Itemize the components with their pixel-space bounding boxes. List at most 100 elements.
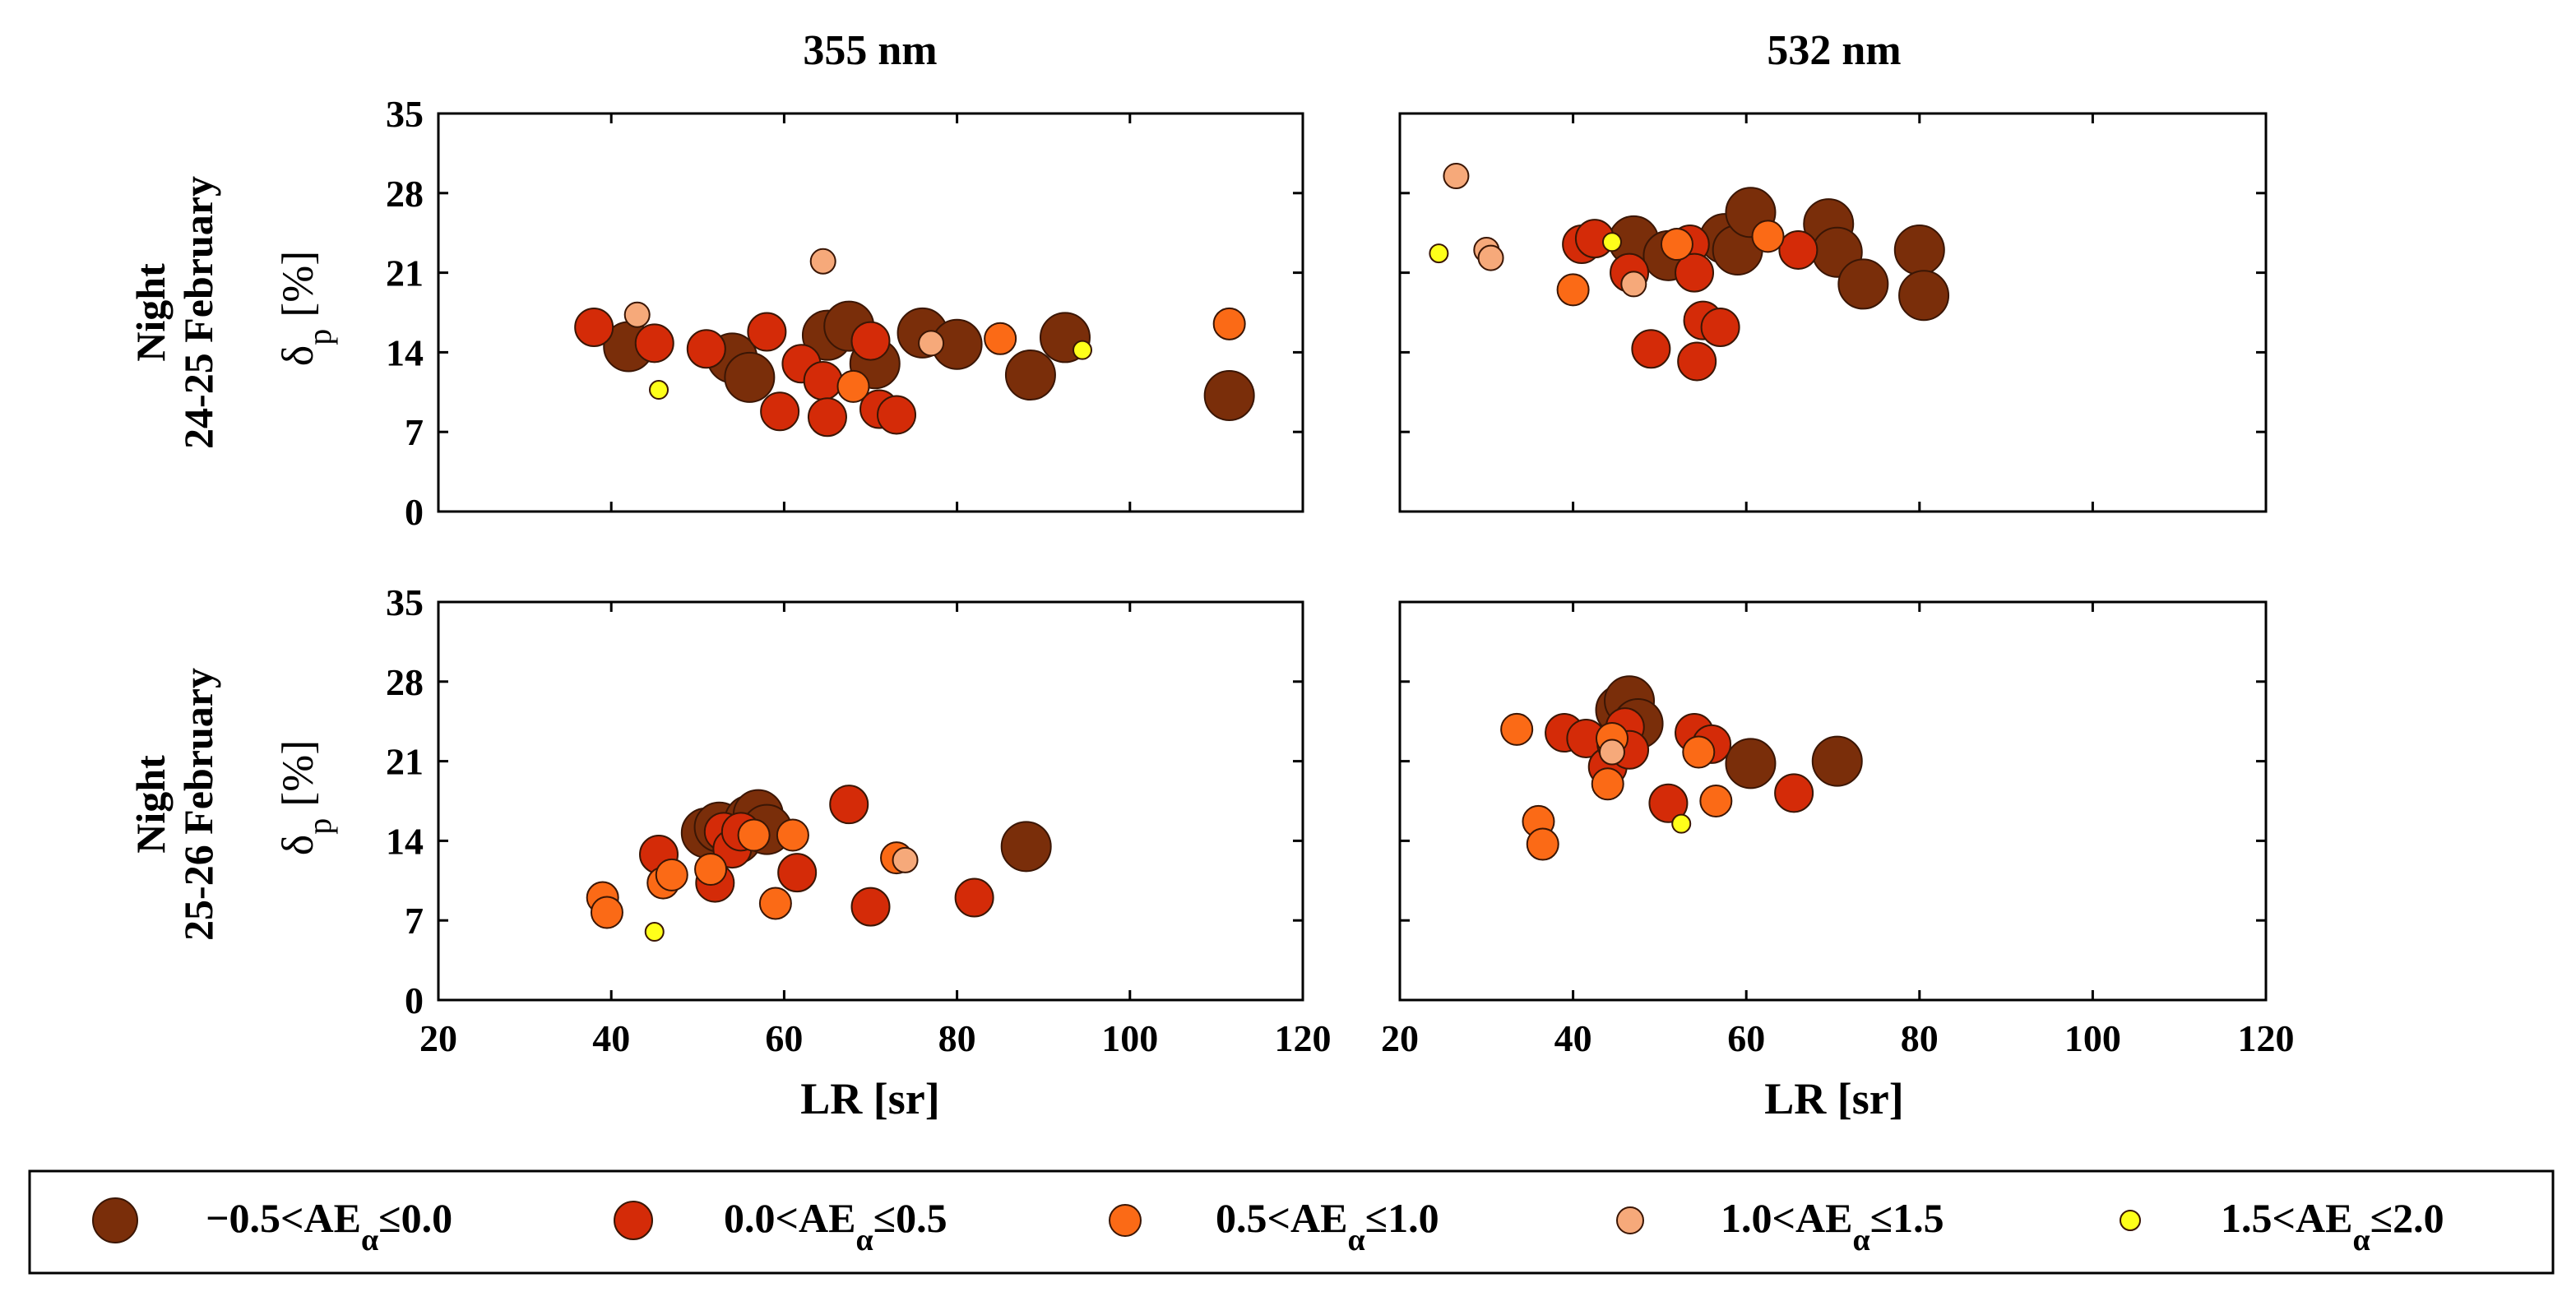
data-point-c3 (694, 852, 728, 886)
legend-marker (1616, 1206, 1644, 1234)
x-tick-label: 40 (1554, 1017, 1592, 1059)
legend-item-c2: 0.0<AEα≤0.5 (614, 1195, 947, 1257)
data-point-c5 (649, 380, 669, 401)
panels-layer: 0 7 14 21 28 35 0 7 14 21 28 35 20 40 60 80 100 120 20 40 60… (386, 93, 2295, 1059)
y-axis-label-top: δp [%] (273, 251, 338, 366)
data-point-c2 (1778, 229, 1818, 270)
legend-label-range: ≤0.0 (378, 1195, 452, 1241)
legend-label: −0.5<AEα≤0.0 (206, 1195, 452, 1257)
legend-item-c4: 1.0<AEα≤1.5 (1616, 1195, 1944, 1257)
data-point-c2 (686, 329, 726, 369)
legend-marker (614, 1201, 653, 1240)
data-point-c1 (1725, 738, 1777, 789)
data-point-c1 (1898, 270, 1950, 322)
y-tick-label: 14 (386, 820, 424, 862)
y-tick-label: 35 (386, 581, 424, 623)
data-point-c2 (1675, 252, 1715, 293)
plot-frame (1398, 600, 2268, 1002)
data-point-c5 (1429, 243, 1449, 264)
data-point-c5 (1671, 813, 1692, 834)
x-axis-label-532nm: LR [sr] (1764, 1074, 1903, 1123)
legend-marker (92, 1197, 138, 1243)
row-title-1: Night 24-25 February (127, 176, 221, 449)
y-label-unit: [%] (273, 740, 322, 807)
legend-label-range: ≤0.5 (873, 1195, 947, 1241)
data-point-c1 (1203, 369, 1255, 421)
y-tick-label: 21 (386, 741, 424, 783)
row-title-2-line2: 25-26 February (175, 668, 221, 941)
y-label-subscript: p (301, 329, 338, 345)
legend-label-sub: α (361, 1223, 378, 1257)
plot-frame (437, 112, 1304, 513)
data-point-c3 (1500, 712, 1534, 746)
y-tick-label: 7 (405, 900, 424, 942)
data-point-c3 (737, 818, 771, 852)
legend-label-range: ≤2.0 (2370, 1195, 2444, 1241)
x-tick-label: 60 (765, 1017, 803, 1059)
legend-label-main: −0.5<AE (206, 1195, 361, 1241)
data-point-c2 (954, 877, 994, 918)
svg-text:δp[%]: δp [%] (273, 740, 338, 855)
data-point-c3 (1556, 273, 1590, 307)
x-tick-label: 120 (1275, 1017, 1332, 1059)
data-point-c2 (877, 395, 917, 435)
data-point-c2 (850, 321, 891, 361)
legend-label-main: 0.0<AE (724, 1195, 855, 1241)
legend-label: 0.0<AEα≤0.5 (724, 1195, 947, 1257)
legend-label-range: ≤1.5 (1870, 1195, 1944, 1241)
data-point-c3 (1212, 307, 1246, 340)
data-point-c1 (1000, 821, 1052, 873)
svg-text:δp[%]: δp [%] (273, 251, 338, 366)
row-title-2: Night 25-26 February (127, 668, 221, 941)
legend-label: 0.5<AEα≤1.0 (1216, 1195, 1439, 1257)
data-point-c2 (634, 323, 674, 363)
data-point-c2 (1700, 307, 1740, 347)
data-point-c3 (776, 818, 809, 852)
legend-item-c5: 1.5<AEα≤2.0 (2120, 1195, 2444, 1257)
legend-label-main: 1.0<AE (1721, 1195, 1852, 1241)
labels-layer: 355 nm 532 nm Night 24-25 February Night… (127, 27, 1904, 1123)
data-point-c3 (758, 887, 792, 920)
legend-label-sub: α (855, 1223, 873, 1257)
legend-label-sub: α (1347, 1223, 1364, 1257)
y-tick-label: 28 (386, 661, 424, 703)
y-tick-label: 0 (405, 491, 424, 533)
data-point-c5 (1601, 232, 1622, 252)
x-tick-label: 120 (2238, 1017, 2295, 1059)
y-tick-label: 14 (386, 331, 424, 373)
y-tick-label: 28 (386, 173, 424, 215)
panel-night-24-25-532nm (1398, 112, 2268, 513)
y-tick-label: 35 (386, 93, 424, 135)
x-tick-label: 80 (938, 1017, 976, 1059)
data-point-c2 (829, 785, 869, 825)
data-point-c4 (1620, 271, 1647, 298)
y-tick-label: 7 (405, 411, 424, 453)
data-point-c3 (1682, 735, 1716, 769)
y-tick-label: 21 (386, 252, 424, 294)
legend-items: −0.5<AEα≤0.0 0.0<AEα≤0.5 0.5<AEα≤1.0 1.0<AE… (92, 1195, 2444, 1257)
data-point-c1 (1004, 350, 1056, 401)
legend-label-main: 1.5<AE (2221, 1195, 2352, 1241)
data-point-c2 (1677, 341, 1717, 382)
data-point-c3 (1751, 220, 1785, 253)
y-label-subscript: p (301, 818, 338, 835)
data-point-c3 (1660, 228, 1693, 262)
legend-label: 1.5<AEα≤2.0 (2221, 1195, 2444, 1257)
data-point-c3 (836, 369, 870, 403)
x-tick-label: 40 (592, 1017, 630, 1059)
data-point-c4 (1598, 739, 1625, 766)
data-point-c3 (1591, 767, 1624, 801)
legend-label-sub: α (2352, 1223, 2370, 1257)
column-title-532nm: 532 nm (1767, 27, 1901, 74)
data-point-c5 (1072, 340, 1092, 360)
x-tick-label: 100 (2064, 1017, 2121, 1059)
data-point-c2 (1648, 783, 1689, 823)
x-tick-label: 100 (1101, 1017, 1158, 1059)
data-point-c2 (760, 391, 800, 432)
legend-item-c1: −0.5<AEα≤0.0 (92, 1195, 452, 1257)
legend-label: 1.0<AEα≤1.5 (1721, 1195, 1944, 1257)
panel-night-25-26-532nm: 20 40 60 80 100 120 (1381, 600, 2295, 1059)
row-title-1-line2: 24-25 February (175, 176, 221, 449)
data-point-c1 (724, 351, 776, 403)
